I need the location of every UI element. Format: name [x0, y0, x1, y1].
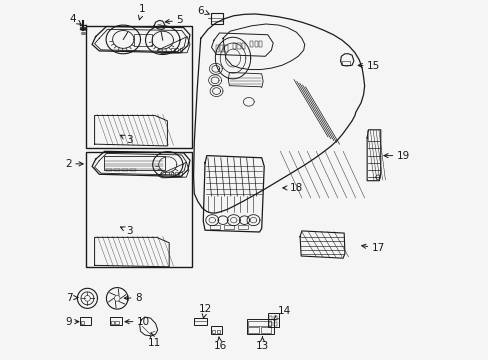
Text: 7: 7 — [66, 293, 78, 303]
Bar — [248, 327, 259, 333]
Bar — [211, 330, 215, 333]
Bar — [237, 43, 240, 49]
Bar — [273, 322, 276, 326]
Bar — [233, 43, 236, 49]
Bar — [341, 61, 349, 64]
Bar — [86, 152, 192, 267]
Text: 13: 13 — [255, 337, 268, 351]
Text: 16: 16 — [213, 337, 226, 351]
Bar — [258, 41, 262, 47]
Bar — [254, 41, 257, 47]
Bar — [260, 327, 271, 333]
Bar — [106, 168, 112, 171]
Text: 12: 12 — [198, 305, 211, 319]
Text: 3: 3 — [120, 226, 133, 236]
Bar — [80, 317, 91, 325]
Bar — [179, 172, 182, 176]
Text: 3: 3 — [120, 135, 133, 145]
Text: 6: 6 — [197, 6, 209, 16]
Text: 5: 5 — [165, 15, 183, 26]
Text: 11: 11 — [147, 333, 161, 348]
Text: 8: 8 — [124, 293, 142, 303]
Text: 4: 4 — [69, 14, 81, 24]
Bar — [224, 225, 234, 229]
Text: 15: 15 — [357, 61, 380, 71]
Bar — [109, 317, 122, 325]
Bar — [210, 13, 223, 24]
Text: 18: 18 — [282, 183, 302, 193]
Bar — [209, 225, 219, 229]
Bar — [248, 321, 271, 326]
Text: 1: 1 — [138, 4, 145, 20]
Bar — [110, 321, 114, 324]
Text: 17: 17 — [361, 243, 384, 253]
Text: 14: 14 — [273, 306, 290, 320]
Bar — [215, 45, 219, 51]
Bar — [170, 172, 173, 176]
Bar — [104, 156, 164, 170]
Bar — [122, 168, 128, 171]
Bar — [86, 26, 192, 148]
Bar — [81, 321, 84, 324]
Text: 9: 9 — [65, 317, 79, 327]
Bar — [268, 316, 271, 320]
Bar — [220, 45, 223, 51]
Text: 19: 19 — [383, 150, 409, 161]
Bar — [216, 330, 220, 333]
Bar — [179, 48, 182, 52]
Text: 10: 10 — [125, 317, 150, 327]
Bar — [224, 45, 227, 51]
Text: 2: 2 — [65, 159, 83, 169]
Bar — [273, 316, 276, 320]
Bar — [238, 225, 248, 229]
Bar — [210, 326, 222, 334]
Bar — [175, 48, 178, 52]
Bar — [268, 322, 271, 326]
Bar — [175, 172, 178, 176]
Bar — [114, 168, 120, 171]
Bar — [193, 319, 207, 325]
Bar — [241, 43, 244, 49]
Bar — [134, 35, 152, 46]
Bar — [130, 168, 136, 171]
Bar — [250, 41, 253, 47]
Bar — [247, 319, 274, 334]
Bar — [267, 313, 278, 327]
Bar — [115, 321, 119, 324]
Bar — [171, 48, 174, 52]
